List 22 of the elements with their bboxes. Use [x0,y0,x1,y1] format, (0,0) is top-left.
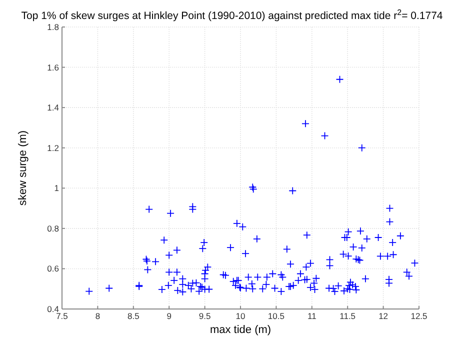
x-tick-label: 11 [307,311,317,321]
y-tick-label: 0.8 [47,223,60,234]
y-tick-label: 1.8 [47,22,60,32]
y-tick-label: 1.2 [47,142,60,153]
x-tick-label: 12.5 [410,311,428,321]
y-axis-title: skew surge (m) [17,130,29,206]
y-tick-label: 1.6 [47,62,60,72]
x-tick-label: 7.5 [56,311,68,321]
x-tick-label: 9 [166,311,172,321]
y-tick-label: 1.4 [47,102,60,113]
x-tick-label: 8 [95,311,100,321]
y-tick-label: 1 [54,183,60,194]
x-tick-label: 11.5 [340,311,356,321]
x-tick-label: 10 [236,311,246,321]
x-tick-label: 10.5 [268,311,285,321]
x-tick-label: 9.5 [198,311,211,321]
x-axis-title: max tide (m) [210,324,272,336]
chart-title: Top 1% of skew surges at Hinkley Point (1990-2010) against predicted max tide r$^{2}$= 0.1774 [21,8,443,22]
x-tick-label: 12 [378,311,388,321]
y-tick-label: 0.6 [47,264,60,274]
x-tick-label: 8.5 [127,311,140,321]
y-tick-label: 0.4 [47,304,60,314]
